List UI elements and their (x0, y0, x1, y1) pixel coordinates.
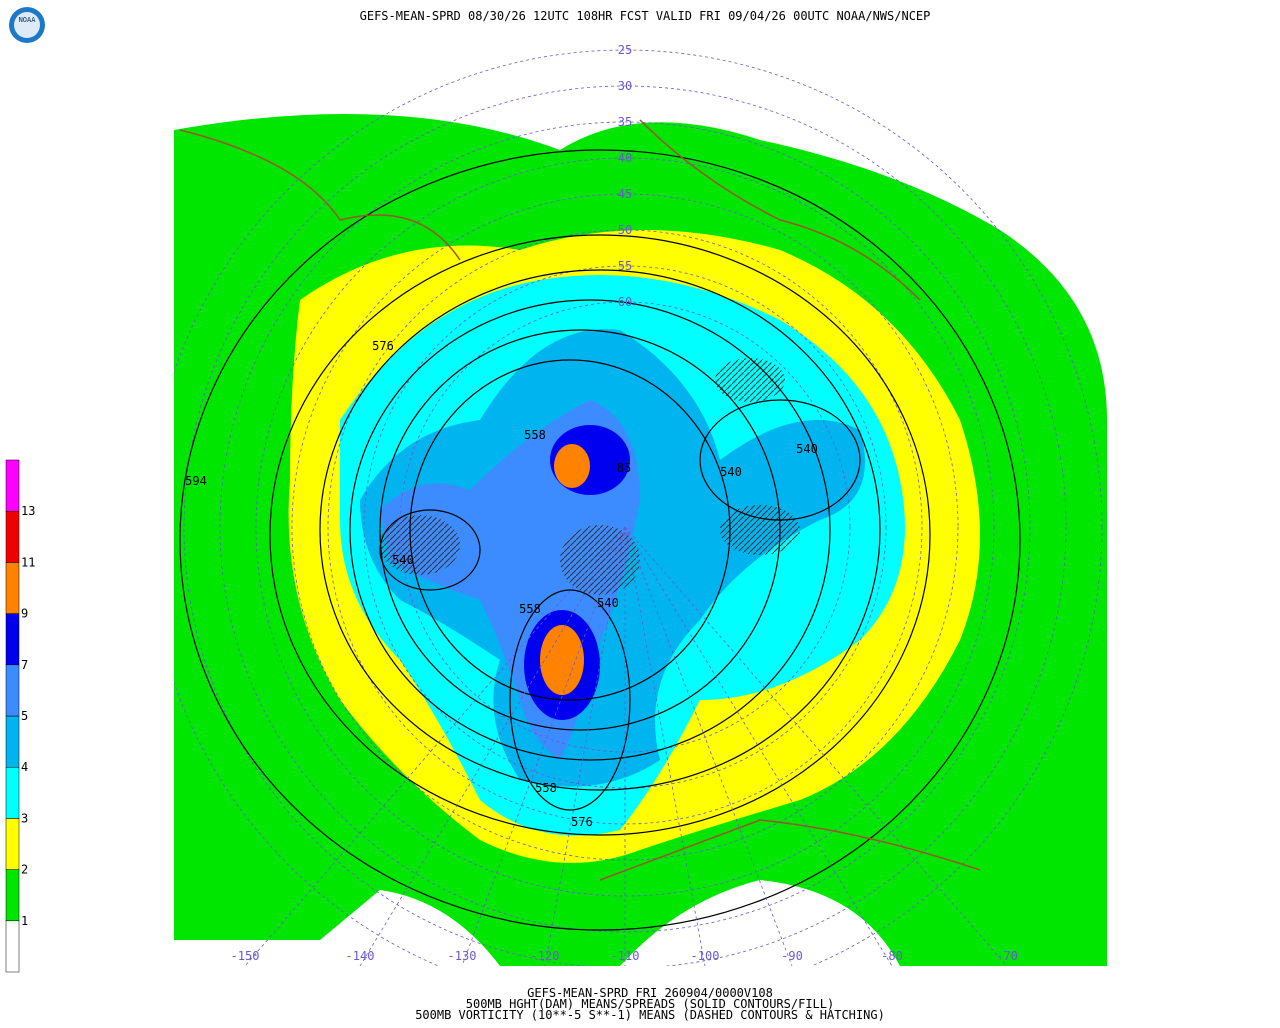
latitude-circle (219, 121, 1031, 933)
latitude-circle (399, 301, 851, 753)
footer-line: GEFS-MEAN-SPRD FRI 260904/0000V108 (527, 986, 773, 1000)
legend-swatch (5, 664, 20, 717)
meridian (624, 526, 706, 966)
latitude-label: 40 (618, 151, 632, 165)
contour-label: 540 (720, 465, 742, 479)
legend-label: 1 (21, 914, 28, 928)
legend-swatch (5, 613, 20, 666)
longitude-label: -120 (531, 949, 560, 963)
latitude-label: 35 (618, 115, 632, 129)
meridian (359, 526, 626, 966)
contour-label: 576 (372, 339, 394, 353)
legend-label: 3 (21, 811, 28, 825)
legend-label: 13 (21, 504, 35, 518)
latitude-label: 55 (618, 259, 632, 273)
contour-label: 540 (597, 596, 619, 610)
legend-swatch (5, 562, 20, 614)
meridian (624, 526, 893, 966)
title: GEFS-MEAN-SPRD 08/30/26 12UTC 108HR FCST… (360, 9, 931, 23)
meridian (624, 526, 1008, 966)
contour-label: 558 (535, 781, 557, 795)
legend-label: 9 (21, 607, 28, 621)
longitude-label: -110 (611, 949, 640, 963)
legend: 1 2 3 4 5 7 9 11 13 (5, 459, 35, 973)
meridian (461, 526, 626, 966)
longitude-label: -100 (691, 949, 720, 963)
legend-swatch (5, 869, 20, 922)
meridian (624, 526, 793, 966)
latitude-circle (183, 85, 1067, 966)
latitude-label: 60 (618, 295, 632, 309)
longitude-label: -90 (781, 949, 803, 963)
legend-label: 5 (21, 709, 28, 723)
legend-label: 7 (21, 658, 28, 672)
legend-label: 4 (21, 760, 28, 774)
longitude-label: -70 (996, 949, 1018, 963)
latitude-label: 25 (618, 43, 632, 57)
latitude-circle (327, 229, 923, 825)
latitude-circle (255, 157, 995, 897)
latitude-circle (174, 49, 1103, 966)
contour-label: 576 (571, 815, 593, 829)
legend-swatch (5, 920, 20, 973)
contour-label: 85 (617, 461, 631, 475)
legend-label: 11 (21, 555, 35, 569)
map: 25 30 35 40 45 50 55 60 -150 -140 -130 -120 -110 -100… (174, 33, 1107, 966)
contour-label: 540 (392, 553, 414, 567)
longitude-label: -150 (231, 949, 260, 963)
legend-swatch (5, 766, 20, 819)
legend-swatch (5, 510, 20, 563)
longitude-label: -130 (448, 949, 477, 963)
meridian (244, 526, 626, 966)
contour-label: 594 (185, 474, 207, 488)
legend-swatch (5, 818, 20, 870)
contour-label: 540 (796, 442, 818, 456)
legend-swatch (5, 459, 20, 512)
meridian (544, 526, 626, 966)
contour-label: 558 (519, 602, 541, 616)
legend-swatch (5, 715, 20, 768)
footer-line: 500MB VORTICITY (10**-5 S**-1) MEANS (DA… (415, 1008, 885, 1022)
longitude-label: -80 (881, 949, 903, 963)
legend-label: 2 (21, 863, 28, 877)
longitude-label: -140 (346, 949, 375, 963)
latitude-label: 30 (618, 79, 632, 93)
footer-line: 500MB HGHT(DAM) MEANS/SPREADS (SOLID CON… (466, 997, 834, 1011)
latitude-label: 45 (618, 187, 632, 201)
contour-label: 558 (524, 428, 546, 442)
logo-text: NOAA (19, 16, 37, 24)
latitude-label: 50 (618, 223, 632, 237)
